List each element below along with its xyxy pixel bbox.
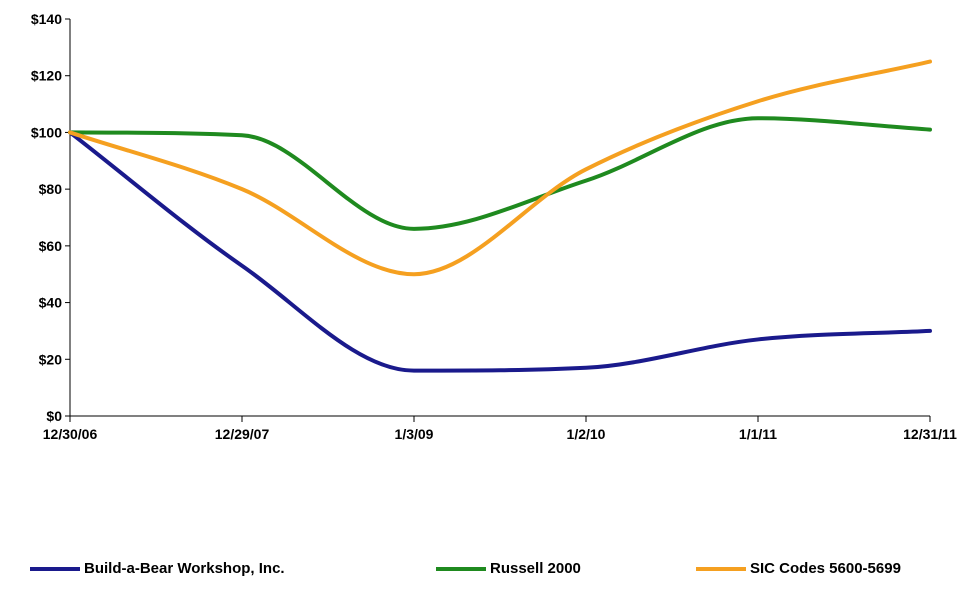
- x-tick-label: 12/29/07: [215, 426, 270, 442]
- y-tick-label: $100: [31, 124, 62, 140]
- legend-swatch-sic-codes: [696, 566, 746, 571]
- y-tick-label: $120: [31, 68, 62, 84]
- x-tick-label: 12/30/06: [43, 426, 98, 442]
- y-tick-label: $80: [39, 181, 63, 197]
- y-tick-label: $20: [39, 351, 63, 367]
- legend-label-sic-codes: SIC Codes 5600-5699: [750, 560, 901, 577]
- y-tick-label: $60: [39, 238, 63, 254]
- legend: Build-a-Bear Workshop, Inc. Russell 2000…: [0, 560, 972, 590]
- y-tick-label: $140: [31, 11, 62, 27]
- legend-label-russell-2000: Russell 2000: [490, 560, 581, 577]
- legend-swatch-build-a-bear: [30, 566, 80, 571]
- series-lines: [68, 59, 932, 373]
- y-tick-label: $0: [46, 408, 62, 424]
- y-axis-ticks: $0 $20 $40 $60 $80 $100 $120 $140: [31, 11, 70, 424]
- x-tick-label: 1/1/11: [739, 426, 777, 442]
- x-tick-label: 1/2/10: [567, 426, 606, 442]
- series-line-2: [68, 59, 932, 277]
- legend-item-build-a-bear: Build-a-Bear Workshop, Inc.: [30, 560, 285, 577]
- legend-item-russell-2000: Russell 2000: [436, 560, 581, 577]
- chart-axes: [69, 19, 930, 417]
- x-tick-label: 12/31/11: [903, 426, 957, 442]
- y-tick-label: $40: [39, 295, 63, 311]
- legend-item-sic-codes: SIC Codes 5600-5699: [696, 560, 901, 577]
- legend-label-build-a-bear: Build-a-Bear Workshop, Inc.: [84, 560, 285, 577]
- x-tick-label: 1/3/09: [395, 426, 434, 442]
- series-line-1: [68, 116, 932, 231]
- series-line-0: [68, 130, 932, 373]
- legend-swatch-russell-2000: [436, 566, 486, 571]
- x-axis-ticks: 12/30/06 12/29/07 1/3/09 1/2/10 1/1/11 12/31/…: [43, 416, 957, 442]
